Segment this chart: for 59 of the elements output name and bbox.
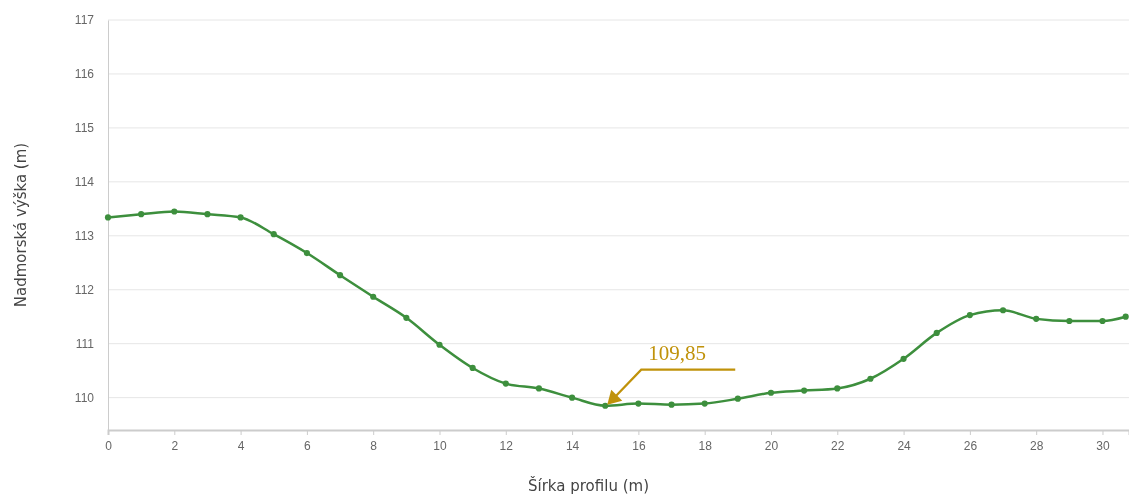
x-tick-label: 28 [1030,438,1044,453]
point [370,293,377,300]
point [602,402,609,409]
point [436,341,443,348]
y-tick-label: 116 [74,67,95,82]
point [999,307,1007,314]
x-tick-label: 18 [698,438,713,453]
x-axis-title: Šírka profilu (m) [528,476,649,495]
point [569,394,576,401]
point [270,231,277,238]
point [502,380,509,387]
y-tick-label: 117 [74,13,95,28]
x-tick-label: 22 [831,438,845,453]
y-tick-label: 114 [74,175,95,190]
point [104,214,112,221]
annotation: 109,85 [648,340,707,365]
point [469,364,476,372]
y-tick-label: 115 [74,121,95,136]
x-tick-label: 6 [304,438,312,453]
x-tick-label: 30 [1096,438,1110,453]
point [535,385,543,392]
point [237,214,244,221]
x-tick-label: 10 [433,438,447,453]
x-tick-label: 12 [499,438,514,453]
point [1122,313,1129,320]
point [635,400,642,407]
point [204,211,211,218]
point [834,385,841,392]
point [138,211,145,218]
x-tick-label: 14 [565,438,580,453]
x-tick-label: 26 [963,438,978,453]
x-tick-label: 4 [237,438,245,453]
point [336,272,344,279]
point [303,249,310,257]
x-tick-label: 0 [105,438,113,453]
point [734,395,741,402]
y-tick-label: 111 [75,337,95,352]
point [900,355,907,362]
x-tick-label: 8 [370,438,378,453]
y-axis-title: Nadmorská výška (m) [12,142,30,308]
point [668,401,675,408]
x-tick-label: 20 [764,438,779,453]
point [933,329,940,336]
point [1066,317,1073,325]
point [1033,315,1040,322]
point [966,312,973,319]
point [1099,317,1106,325]
point [701,400,708,407]
y-tick-label: 112 [74,283,95,298]
y-tick-label: 113 [74,229,95,244]
x-tick-label: 24 [897,438,912,453]
y-tick-label: 110 [74,390,95,405]
x-tick-label: 16 [632,438,646,453]
point [171,208,178,215]
point [801,387,808,394]
point [767,389,775,396]
point [867,375,874,382]
x-tick-label: 2 [171,438,179,453]
point [403,314,410,321]
